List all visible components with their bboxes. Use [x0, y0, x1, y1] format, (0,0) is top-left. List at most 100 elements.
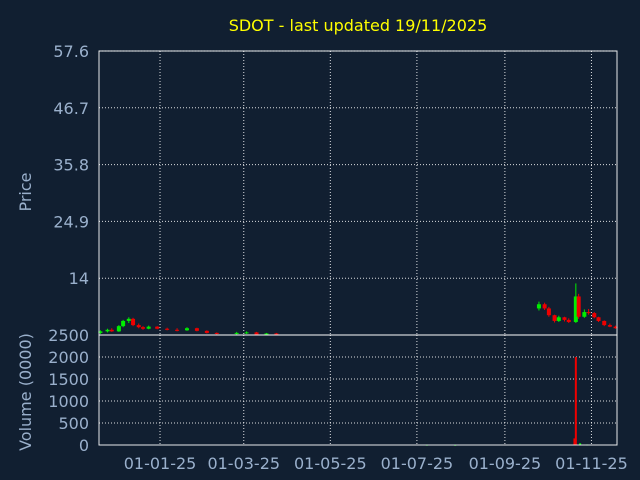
- price-candle: [131, 317, 136, 327]
- price-grid: [99, 50, 617, 335]
- candle-body: [214, 332, 219, 334]
- price-candle: [566, 318, 571, 324]
- price-candle: [105, 328, 110, 333]
- price-candle: [244, 331, 249, 334]
- candle-body: [264, 333, 269, 335]
- candle-body: [244, 332, 249, 334]
- price-candle: [552, 314, 557, 323]
- candle-body: [536, 304, 541, 309]
- price-candles: [98, 283, 618, 335]
- price-candle: [140, 326, 145, 330]
- price-candle: [536, 301, 541, 311]
- price-candle: [165, 327, 170, 331]
- price-candle: [214, 332, 219, 335]
- date-axis: 01-01-25 01-03-25 01-05-25 01-07-25 01-09-25…: [124, 454, 628, 473]
- candle-body: [552, 315, 557, 321]
- candle-body: [109, 329, 114, 332]
- volume-axis: 2500 2000 1500 1000 500 0: [48, 326, 89, 455]
- date-tick-label: 01-03-25: [207, 454, 280, 473]
- date-tick-label: 01-11-25: [555, 454, 628, 473]
- price-candle: [254, 331, 259, 335]
- volume-bar: [579, 443, 582, 445]
- volume-bar: [574, 357, 577, 445]
- candle-body: [592, 313, 597, 318]
- candle-body: [586, 312, 591, 314]
- candle-body: [175, 329, 180, 331]
- price-candle: [586, 308, 591, 315]
- candle-body: [140, 327, 145, 329]
- volume-tick-label: 1500: [48, 370, 89, 389]
- price-candle: [116, 325, 121, 332]
- volume-tick-label: 500: [58, 414, 89, 433]
- plot-frames: [98, 50, 618, 446]
- price-panel-frame: [98, 50, 618, 336]
- price-candle: [546, 306, 551, 317]
- price-candle: [146, 325, 151, 330]
- price-candle: [234, 331, 239, 335]
- price-candle: [582, 309, 587, 318]
- price-candle: [556, 315, 561, 322]
- volume-tick-label: 2000: [48, 348, 89, 367]
- candle-body: [136, 325, 141, 328]
- price-candle: [576, 293, 581, 319]
- candle-body: [556, 317, 561, 321]
- price-candle: [596, 316, 601, 322]
- price-tick-label: 24.9: [53, 212, 89, 231]
- candle-body: [146, 326, 151, 329]
- price-candle: [126, 317, 131, 324]
- candle-body: [566, 319, 571, 322]
- candle-body: [596, 317, 601, 321]
- candle-body: [582, 312, 587, 317]
- volume-grid: [99, 335, 617, 445]
- price-candle: [109, 328, 114, 332]
- candle-body: [121, 320, 126, 327]
- candle-body: [573, 296, 578, 322]
- candle-body: [98, 331, 103, 333]
- price-candle: [613, 325, 618, 329]
- price-candle: [602, 320, 607, 327]
- price-axis: 57.6 46.7 35.8 24.9 14: [53, 42, 89, 288]
- volume-axis-label: Volume (0000): [16, 333, 35, 451]
- price-candle: [121, 319, 126, 328]
- candle-body: [562, 317, 567, 320]
- price-candle: [542, 302, 547, 310]
- candle-body: [194, 328, 199, 331]
- candle-body: [546, 308, 551, 316]
- date-tick-label: 01-01-25: [124, 454, 197, 473]
- price-candle: [573, 283, 578, 324]
- price-candle: [155, 326, 160, 330]
- candle-body: [204, 330, 209, 333]
- date-tick-label: 01-09-25: [469, 454, 542, 473]
- candle-body: [602, 320, 607, 326]
- candle-body: [234, 332, 239, 334]
- candle-body: [274, 333, 279, 335]
- candle-body: [155, 326, 160, 329]
- price-tick-label: 35.8: [53, 156, 89, 175]
- price-candle: [98, 330, 103, 334]
- price-candle: [204, 330, 209, 334]
- chart-title: SDOT - last updated 19/11/2025: [229, 16, 488, 35]
- date-tick-label: 01-05-25: [294, 454, 367, 473]
- candle-body: [542, 304, 547, 309]
- candle-body: [184, 328, 189, 331]
- volume-tick-label: 1000: [48, 392, 89, 411]
- price-tick-label: 46.7: [53, 99, 89, 118]
- volume-tick-label: 0: [79, 436, 89, 455]
- volume-panel-frame: [98, 334, 618, 446]
- price-candle: [607, 323, 612, 328]
- candle-body: [254, 332, 259, 335]
- candle-body: [126, 318, 131, 321]
- price-candle: [136, 323, 141, 329]
- price-candle: [175, 328, 180, 332]
- volume-bar: [573, 438, 576, 445]
- candle-body: [105, 329, 110, 332]
- price-tick-label: 14: [69, 269, 89, 288]
- candle-body: [607, 325, 612, 327]
- price-candle: [562, 316, 567, 322]
- candle-body: [165, 328, 170, 330]
- price-tick-label: 57.6: [53, 42, 89, 61]
- candle-body: [131, 318, 136, 326]
- price-candle: [592, 312, 597, 319]
